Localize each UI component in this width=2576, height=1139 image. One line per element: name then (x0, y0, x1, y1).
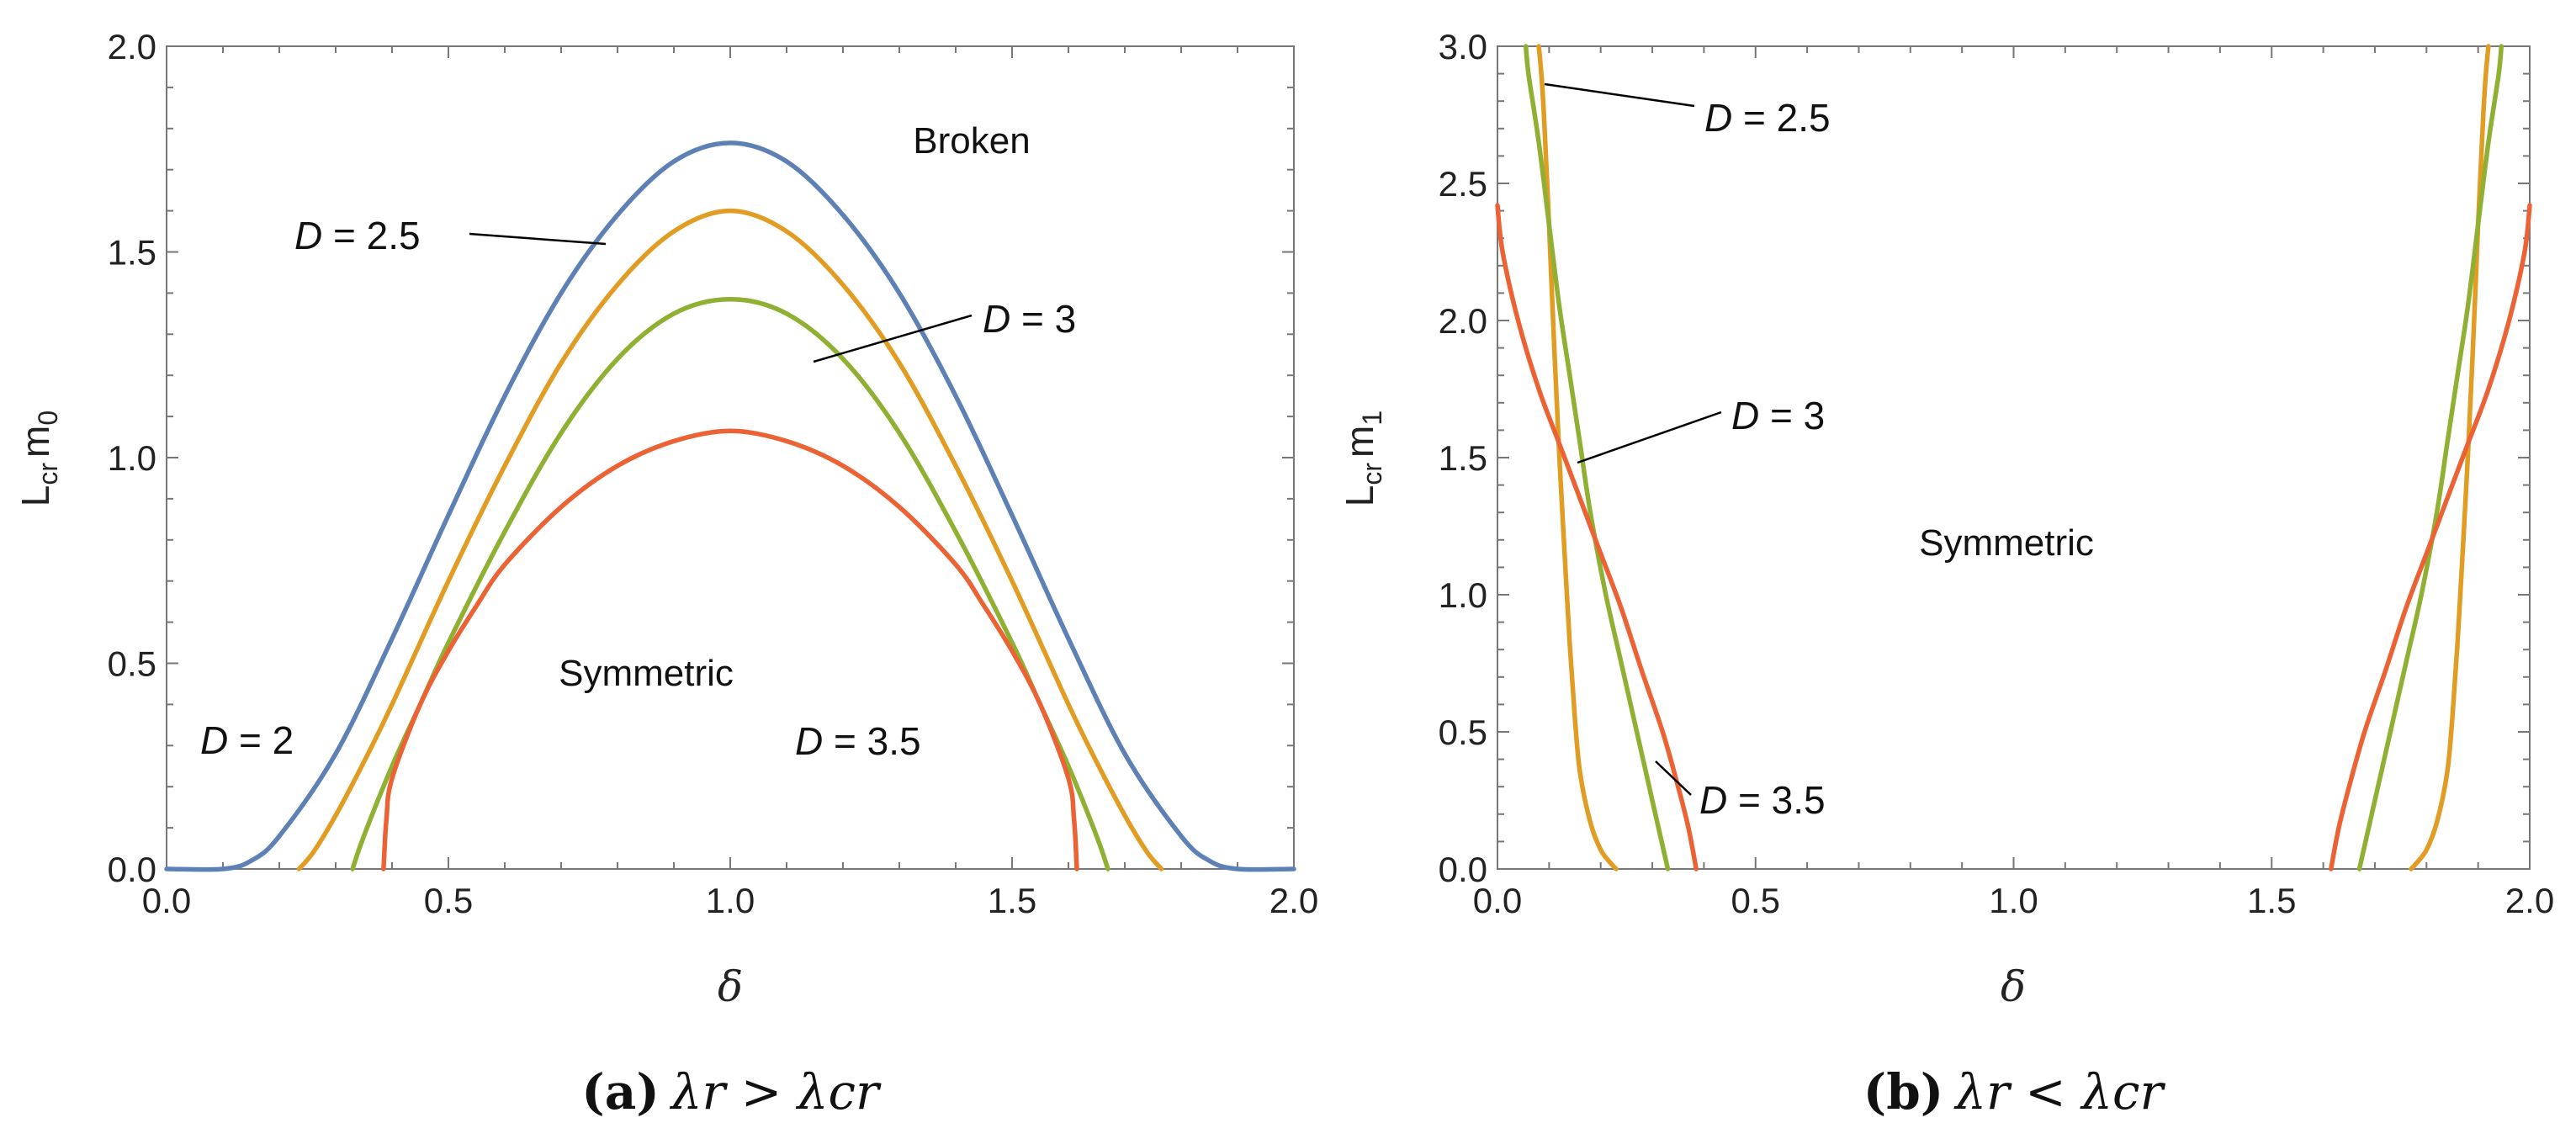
leader-lines-a (469, 232, 973, 363)
series-line-d-3-5-right (2329, 203, 2532, 871)
leader-line (1577, 411, 1722, 464)
annotation-d35-a: D = 3.5 (795, 719, 921, 763)
axis-ticks-b: 0.0 0.5 1.0 1.5 2.0 0.0 0.5 1.0 1.5 2.0 2.5 3.0 (1439, 27, 2555, 920)
plot-frame-b (1497, 45, 2531, 870)
y-axis-label-b: Lcrm1 (1338, 411, 1387, 506)
annotation-d25-a: D = 2.5 (294, 214, 421, 257)
y-tick-label: 1.5 (108, 233, 156, 273)
y-tick-label: 2.0 (1439, 301, 1487, 341)
x-tick-label: 0.5 (1731, 881, 1780, 920)
y-tick-label: 0.5 (1439, 713, 1487, 752)
annotation-d35-b: D = 3.5 (1699, 778, 1826, 822)
x-tick-label: 2.0 (1269, 881, 1318, 920)
region-label-symmetric-a: Symmetric (559, 653, 734, 694)
x-tick-label: 0.5 (424, 881, 473, 920)
series-line-d-3-left (1523, 44, 1671, 871)
leader-line (469, 232, 607, 246)
axis-ticks-a: 0.0 0.5 1.0 1.5 2.0 0.0 0.5 1.0 1.5 2.0 (108, 27, 1319, 920)
x-tick-label: 1.0 (1989, 881, 2038, 920)
region-label-broken: Broken (913, 120, 1030, 162)
series-group-b (1495, 44, 2532, 871)
series-line-d-3-5-left (1495, 203, 1699, 871)
series-line-d-2-5-left (1536, 44, 1619, 871)
annotation-d25-b: D = 2.5 (1704, 96, 1831, 140)
y-tick-label: 0.0 (1439, 850, 1487, 889)
series-line-d-2-5-right (2409, 44, 2491, 871)
annotation-d3-a: D = 3 (983, 297, 1076, 341)
annotation-d3-b: D = 3 (1731, 394, 1825, 437)
leader-line (813, 314, 973, 363)
panel-b: 0.0 0.5 1.0 1.5 2.0 0.0 0.5 1.0 1.5 2.0 2.5 3.0 Lcr… (1338, 27, 2554, 1120)
x-tick-label: 1.0 (706, 881, 755, 920)
x-axis-label-a: δ (718, 962, 743, 1011)
annotation-d2-a: D = 2 (200, 718, 294, 762)
plot-frame-a (166, 45, 1295, 870)
y-tick-label: 2.0 (108, 27, 156, 66)
y-tick-label: 1.0 (108, 438, 156, 478)
series-line-d-2 (164, 140, 1296, 872)
x-tick-label: 2.0 (2505, 881, 2554, 920)
x-axis-label-b: δ (2001, 962, 2026, 1011)
caption-b: (b) λr < λcr (1863, 1063, 2166, 1120)
y-tick-label: 2.5 (1439, 164, 1487, 204)
y-tick-label: 0.0 (108, 850, 156, 889)
y-tick-label: 1.0 (1439, 575, 1487, 615)
leader-line (1655, 760, 1692, 796)
y-tick-label: 0.5 (108, 644, 156, 684)
y-axis-label-a: Lcrm0 (13, 411, 63, 506)
series-line-d-3 (350, 296, 1110, 871)
panel-a: 0.0 0.5 1.0 1.5 2.0 0.0 0.5 1.0 1.5 2.0 Lcrm0 δ B… (13, 27, 1318, 1120)
leader-line (1544, 82, 1695, 108)
leader-lines-b (1544, 82, 1722, 796)
x-tick-label: 1.5 (2247, 881, 2296, 920)
series-line-d-2-5 (296, 208, 1164, 871)
y-tick-label: 1.5 (1439, 438, 1487, 478)
region-label-symmetric-b: Symmetric (1919, 522, 2094, 564)
x-tick-label: 0.0 (1473, 881, 1522, 920)
y-tick-label: 3.0 (1439, 27, 1487, 66)
series-line-d-3-5 (381, 428, 1079, 871)
caption-a: (a) λr > λcr (581, 1063, 882, 1120)
x-tick-label: 0.0 (142, 881, 191, 920)
x-tick-label: 1.5 (988, 881, 1036, 920)
series-line-d-3-right (2356, 44, 2504, 871)
series-group-a (164, 140, 1296, 872)
